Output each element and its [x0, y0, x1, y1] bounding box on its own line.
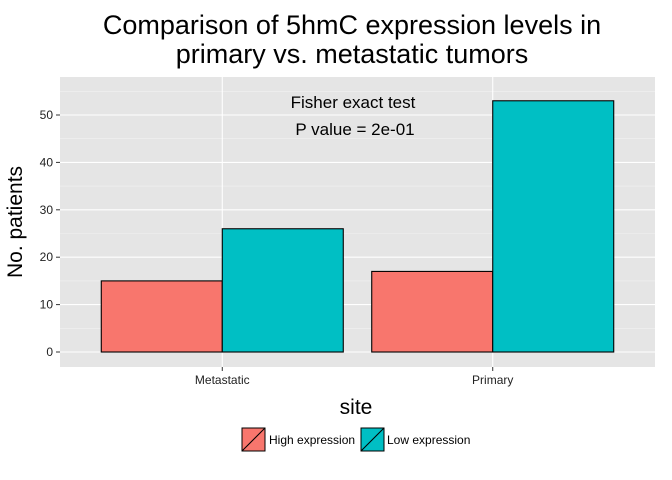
legend-item-low-expression: Low expression [360, 427, 470, 452]
y-tick-label: 40 [40, 155, 54, 169]
chart-title-line-2: primary vs. metastatic tumors [176, 39, 529, 69]
legend-label: High expression [269, 433, 355, 447]
x-tick-label: Primary [472, 373, 513, 387]
legend: High expression Low expression [241, 427, 470, 452]
y-tick-label: 10 [40, 298, 54, 312]
x-axis: Metastatic Primary [195, 367, 513, 387]
y-tick-label: 30 [40, 203, 54, 217]
y-axis-title: No. patients [4, 166, 27, 278]
y-axis: 0 10 20 30 40 50 [40, 108, 60, 359]
legend-key-slash [241, 427, 266, 452]
test-annotation: Fisher exact test P value = 2e-01 [291, 93, 416, 139]
annotation-line-1: Fisher exact test [291, 93, 416, 112]
bar-metastatic-high-expression [100, 280, 223, 353]
chart-title: Comparison of 5hmC expression levels in … [103, 10, 601, 69]
bars [100, 100, 615, 353]
bar-metastatic-low-expression [221, 228, 344, 353]
chart-title-line-1: Comparison of 5hmC expression levels in [103, 10, 601, 40]
annotation-line-2: P value = 2e-01 [295, 120, 414, 139]
legend-label: Low expression [387, 433, 470, 447]
bar-primary-high-expression [371, 270, 494, 353]
x-tick-label: Metastatic [195, 373, 250, 387]
y-tick-label: 20 [40, 250, 54, 264]
bar-primary-low-expression [492, 100, 615, 353]
x-axis-title: site [340, 396, 373, 419]
y-tick-label: 50 [40, 108, 54, 122]
legend-key-slash [360, 427, 385, 452]
y-tick-label: 0 [46, 345, 53, 359]
legend-item-high-expression: High expression [241, 427, 355, 452]
